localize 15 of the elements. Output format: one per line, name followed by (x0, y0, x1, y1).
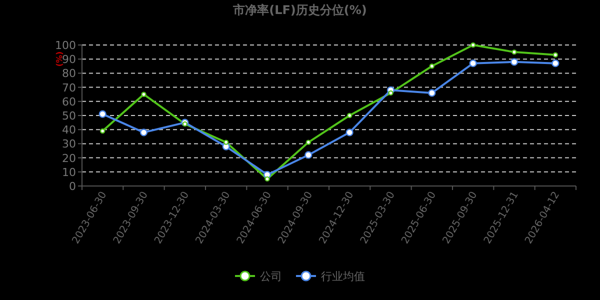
legend-label: 公司 (260, 270, 282, 283)
y-tick-label: 90 (62, 53, 76, 66)
y-tick-label: 50 (62, 110, 76, 122)
y-axis-title: (%) (55, 51, 64, 67)
y-tick-label: 20 (62, 152, 76, 165)
y-tick-label: 80 (62, 67, 76, 80)
y-tick-label: 60 (62, 95, 76, 108)
y-tick-label: 100 (55, 39, 76, 52)
legend-label: 行业均值 (321, 270, 365, 283)
chart-title: 市净率(LF)历史分位(%) (232, 3, 367, 17)
y-tick-label: 40 (62, 124, 76, 137)
y-tick-label: 10 (62, 166, 76, 179)
y-tick-label: 70 (62, 81, 76, 94)
y-tick-label: 0 (69, 180, 76, 193)
y-tick-label: 30 (62, 138, 76, 151)
